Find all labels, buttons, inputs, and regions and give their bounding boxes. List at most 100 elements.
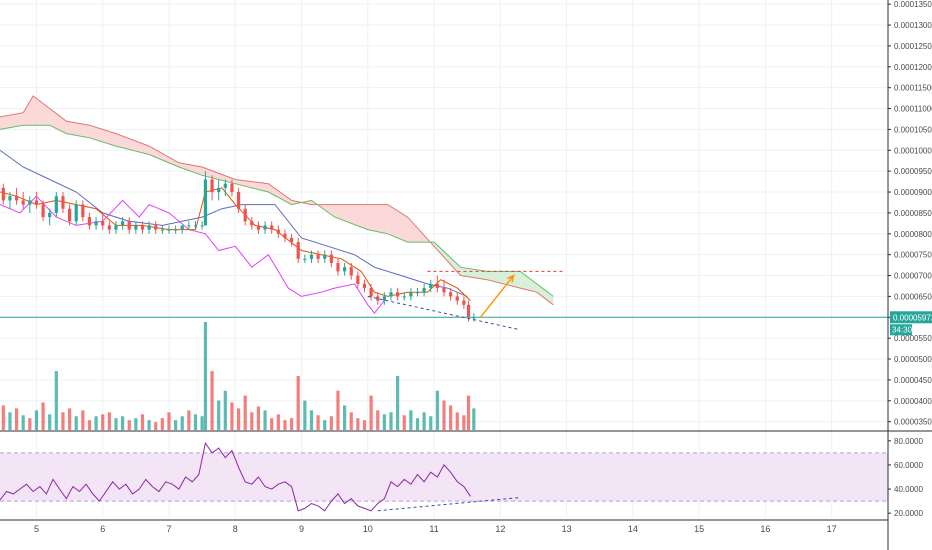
- candle-body: [389, 292, 393, 297]
- candle-body: [270, 225, 274, 230]
- volume-bar: [466, 395, 471, 430]
- volume-bar: [429, 416, 433, 430]
- rsi-panel: [0, 441, 888, 512]
- candle-body: [41, 204, 45, 218]
- candle-body: [21, 200, 25, 205]
- volume-bar: [223, 390, 227, 430]
- candle-body: [203, 179, 208, 226]
- volume-bar: [167, 412, 171, 430]
- rsi-line: [0, 441, 471, 512]
- candle-body: [114, 225, 118, 230]
- volume-bar: [263, 410, 267, 430]
- volume-bar: [210, 371, 214, 430]
- cloud-segment: [149, 146, 179, 167]
- volume-bar: [193, 414, 198, 430]
- volume-bar: [472, 408, 476, 430]
- cloud-segment: [367, 204, 388, 234]
- volume-bar: [87, 420, 92, 430]
- volume-bar: [114, 418, 118, 430]
- current-price-tag: [890, 311, 932, 324]
- volume-bar: [101, 414, 105, 430]
- cloud-segment: [33, 96, 50, 126]
- volume-bar: [303, 400, 307, 430]
- price-candles[interactable]: [1, 171, 476, 322]
- volume-bar: [54, 371, 58, 430]
- time-tick-label: 12: [495, 524, 505, 534]
- volume-bar: [94, 416, 98, 430]
- volume-bar: [67, 408, 72, 430]
- cloud-segment: [536, 283, 554, 305]
- volume-bar: [329, 416, 333, 430]
- candle-body: [8, 196, 12, 201]
- volume-bar: [336, 390, 340, 430]
- volume-bar: [342, 405, 347, 430]
- leading-span-b: [0, 124, 554, 297]
- candle-body: [1, 187, 5, 201]
- rsi-tick-label: 40.0000: [894, 485, 923, 494]
- chikou-line: [0, 195, 385, 314]
- candle-body: [422, 288, 426, 293]
- current-price-label: 0.00005972: [893, 313, 932, 322]
- candle-body: [396, 292, 400, 297]
- candle-body: [127, 221, 131, 230]
- candle-body: [154, 225, 158, 230]
- candle-body: [54, 196, 58, 213]
- candle-body: [455, 296, 459, 301]
- projection-arrow: [479, 275, 515, 318]
- cloud-segment: [434, 242, 461, 276]
- volume-bar: [382, 414, 386, 430]
- candle-body: [174, 229, 178, 231]
- volume-bar: [462, 415, 466, 430]
- candle-body: [323, 254, 327, 259]
- drawing-tools[interactable]: [0, 270, 888, 331]
- time-tick-label: 15: [694, 524, 704, 534]
- candle-body: [167, 229, 171, 231]
- volume-bar: [1, 405, 5, 430]
- cloud-segment: [89, 125, 116, 147]
- candle-body: [120, 221, 125, 226]
- candle-body: [369, 288, 373, 297]
- volume-bar: [449, 405, 453, 430]
- cloud-segment: [268, 183, 292, 205]
- volume-bar: [21, 415, 25, 430]
- candle-body: [356, 275, 360, 284]
- cloud-segment: [0, 112, 24, 130]
- candle-body: [435, 283, 439, 289]
- candle-body: [402, 296, 406, 298]
- candle-body: [336, 263, 340, 272]
- kijun-line: [0, 149, 468, 297]
- volume-bar: [256, 406, 261, 430]
- candle-body: [283, 233, 287, 238]
- time-tick-label: 11: [429, 524, 438, 534]
- time-axis[interactable]: 5 6 7 8 9 10 11 12 13 14 15 16 17: [0, 519, 888, 534]
- candle-body: [134, 225, 138, 230]
- time-tick-label: 17: [827, 524, 837, 534]
- candle-body: [236, 192, 241, 209]
- cloud-segment: [387, 204, 408, 243]
- volume-bar: [203, 322, 208, 430]
- volume-bar: [230, 402, 234, 430]
- candle-body: [303, 258, 307, 260]
- candle-body: [342, 267, 347, 272]
- candle-body: [217, 187, 221, 193]
- candle-body: [48, 212, 52, 218]
- candle-body: [349, 267, 353, 276]
- time-tick-label: 5: [34, 524, 39, 534]
- cloud-segment: [334, 204, 368, 230]
- volume-bar: [369, 395, 373, 430]
- candle-body: [74, 204, 78, 222]
- volume-bar: [120, 416, 125, 430]
- candle-body: [200, 225, 204, 227]
- volume-bar: [422, 412, 426, 430]
